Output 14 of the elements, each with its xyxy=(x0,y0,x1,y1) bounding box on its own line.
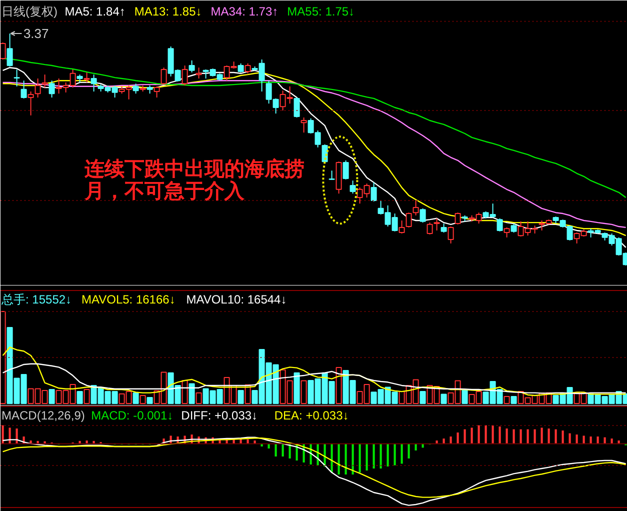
series-label: DEA: +0.033↓ xyxy=(274,408,349,422)
annotation: 3.37 xyxy=(23,26,49,41)
text: MA5: 1.84↑ xyxy=(64,4,126,18)
chart-title: MACD(12,26,9) xyxy=(2,408,85,422)
annotation: 连续下跌中出现的海底捞月，不可急于介入 xyxy=(84,156,304,202)
text: MAVOL10: 16544↓ xyxy=(186,292,287,306)
series-label: DIFF: +0.033↓ xyxy=(181,408,258,422)
text: MA55: 1.75↓ xyxy=(287,4,355,18)
text: MA13: 1.85↓ xyxy=(134,4,202,18)
text: MAVOL5: 16166↓ xyxy=(82,292,176,306)
series-label: 总手: 15552↓ xyxy=(0,292,72,306)
series-label: MACD: -0.001↓ xyxy=(91,408,174,422)
chart-title: 日线(复权) xyxy=(2,4,58,18)
text: MA34: 1.73↑ xyxy=(210,4,278,18)
